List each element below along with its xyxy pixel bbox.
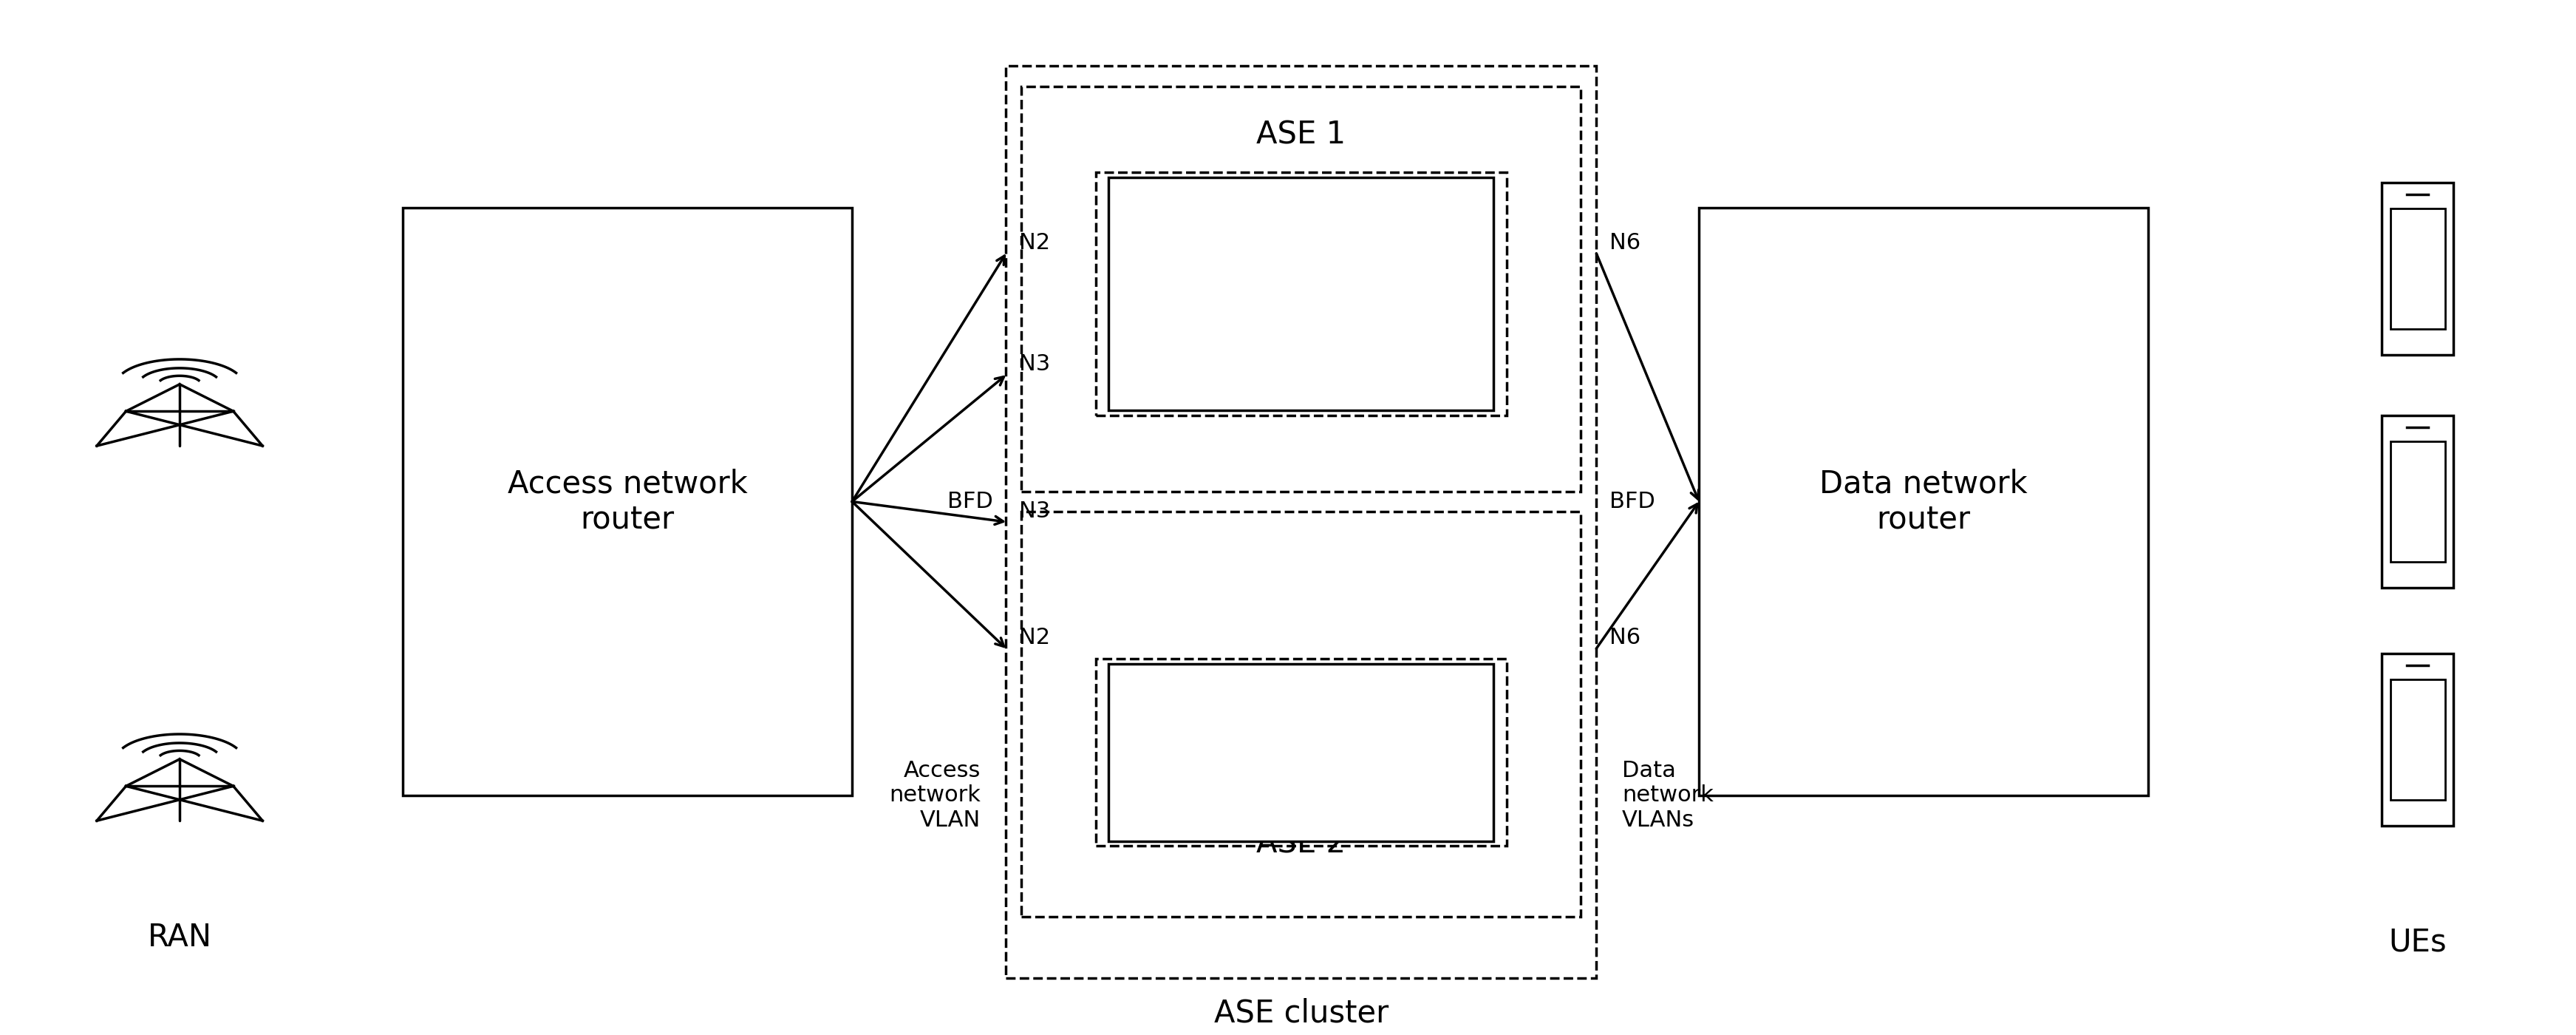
- Text: N3: N3: [1018, 354, 1051, 375]
- Text: N6: N6: [1610, 232, 1641, 254]
- FancyBboxPatch shape: [1095, 658, 1507, 846]
- Text: ASE cluster: ASE cluster: [1213, 998, 1388, 1029]
- FancyBboxPatch shape: [1108, 663, 1494, 841]
- Text: Data network
router: Data network router: [1819, 468, 2027, 535]
- Text: RAN: RAN: [147, 922, 211, 953]
- FancyBboxPatch shape: [2380, 653, 2452, 826]
- FancyBboxPatch shape: [2380, 182, 2452, 355]
- FancyBboxPatch shape: [1698, 208, 2148, 796]
- Text: Access
network
VLAN: Access network VLAN: [889, 760, 979, 831]
- FancyBboxPatch shape: [2391, 679, 2445, 800]
- FancyBboxPatch shape: [2391, 441, 2445, 562]
- Text: Packet Core: Packet Core: [1221, 282, 1381, 306]
- FancyBboxPatch shape: [2380, 415, 2452, 588]
- Text: ASE 1: ASE 1: [1257, 119, 1345, 150]
- Text: ASE 2: ASE 2: [1257, 829, 1345, 860]
- FancyBboxPatch shape: [1095, 172, 1507, 415]
- Text: Packet Core: Packet Core: [1221, 705, 1381, 730]
- Text: Data
network
VLANs: Data network VLANs: [1620, 760, 1713, 831]
- Text: N3: N3: [1018, 501, 1051, 522]
- Text: AKS cluster: AKS cluster: [1224, 793, 1376, 818]
- Text: N2: N2: [1018, 627, 1048, 649]
- Text: Access network
router: Access network router: [507, 468, 747, 535]
- FancyBboxPatch shape: [1020, 511, 1582, 917]
- Text: N2: N2: [1018, 232, 1048, 254]
- Text: BFD: BFD: [1610, 491, 1654, 512]
- FancyBboxPatch shape: [2391, 208, 2445, 329]
- Text: UEs: UEs: [2388, 926, 2447, 957]
- FancyBboxPatch shape: [1108, 177, 1494, 411]
- Text: BFD: BFD: [948, 491, 992, 512]
- Text: N6: N6: [1610, 627, 1641, 649]
- FancyBboxPatch shape: [1020, 86, 1582, 492]
- FancyBboxPatch shape: [402, 208, 853, 796]
- FancyBboxPatch shape: [1005, 66, 1597, 978]
